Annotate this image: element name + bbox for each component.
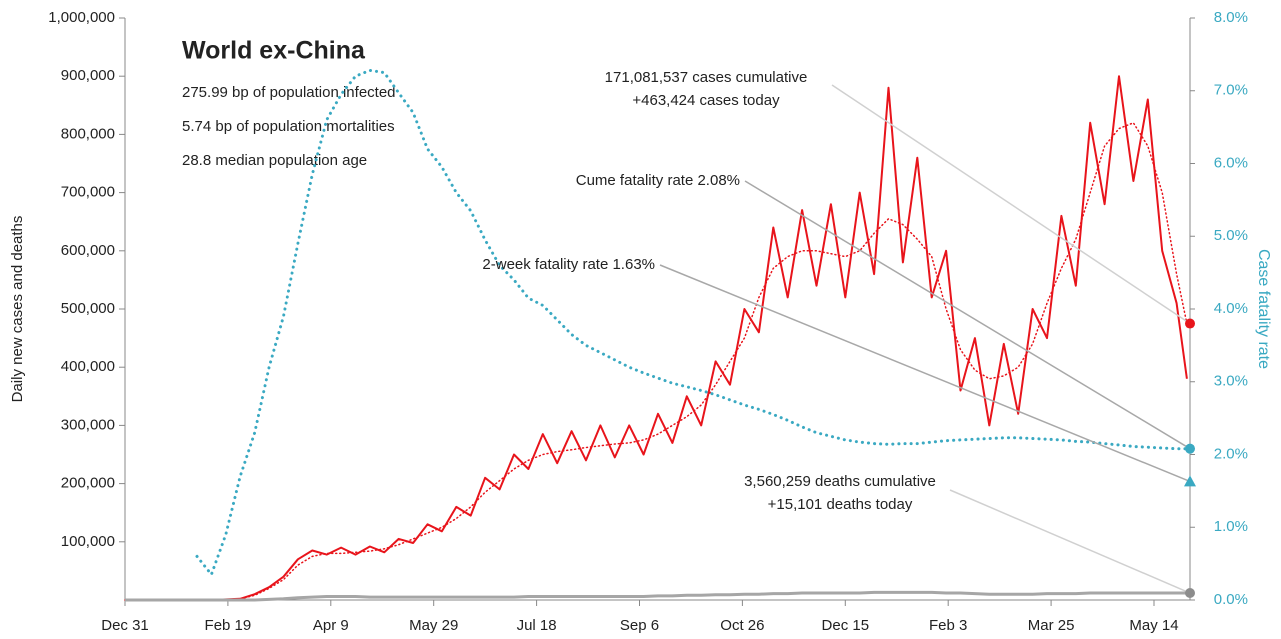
y-tick-label: 600,000 <box>61 242 115 259</box>
y2-tick-label: 3.0% <box>1214 373 1248 390</box>
annotation-leader <box>744 180 1191 450</box>
annotation-leader <box>949 489 1191 594</box>
x-tick-label: Sep 6 <box>620 617 659 634</box>
y2-tick-label: 8.0% <box>1214 9 1248 26</box>
subtitle: 28.8 median population age <box>182 152 367 169</box>
x-tick-label: Mar 25 <box>1028 617 1075 634</box>
annotation-marker <box>1185 443 1195 454</box>
annotation-marker <box>1185 588 1195 599</box>
y-tick-label: 300,000 <box>61 416 115 433</box>
annotation-leader <box>659 264 1191 483</box>
annotation-text: 2-week fatality rate 1.63% <box>482 256 655 273</box>
x-tick-label: Jul 18 <box>517 617 557 634</box>
subtitle: 5.74 bp of population mortalities <box>182 118 395 135</box>
series-line <box>195 68 1189 576</box>
y2-tick-label: 4.0% <box>1214 300 1248 317</box>
y-tick-label: 200,000 <box>61 475 115 492</box>
chart-title: World ex-China <box>182 37 366 65</box>
subtitle: 275.99 bp of population infected <box>182 84 396 101</box>
y2-tick-label: 2.0% <box>1214 445 1248 462</box>
series-line <box>125 590 1187 602</box>
y-tick-label: 900,000 <box>61 67 115 84</box>
y2-tick-label: 7.0% <box>1214 82 1248 99</box>
x-tick-label: May 14 <box>1129 617 1178 634</box>
annotation-text: +463,424 cases today <box>632 92 780 109</box>
series-line <box>125 75 1188 601</box>
y-tick-label: 1,000,000 <box>48 9 115 26</box>
annotation-marker <box>1185 318 1195 329</box>
x-tick-label: Dec 31 <box>101 617 149 634</box>
annotation-text: +15,101 deaths today <box>768 496 913 513</box>
y-tick-label: 700,000 <box>61 184 115 201</box>
annotation-text: 171,081,537 cases cumulative <box>605 69 808 86</box>
x-tick-label: Apr 9 <box>313 617 349 634</box>
x-tick-label: May 29 <box>409 617 458 634</box>
y-tick-label: 400,000 <box>61 358 115 375</box>
y-tick-label: 800,000 <box>61 125 115 142</box>
y2-tick-label: 6.0% <box>1214 154 1248 171</box>
annotation-leader <box>831 84 1191 325</box>
annotation-text: 3,560,259 deaths cumulative <box>744 473 936 490</box>
y2-tick-label: 0.0% <box>1214 591 1248 608</box>
x-tick-label: Feb 19 <box>205 617 252 634</box>
annotation-marker <box>1184 475 1196 487</box>
series-line <box>124 122 1188 601</box>
y-axis-label: Daily new cases and deaths <box>9 216 26 403</box>
y2-tick-label: 5.0% <box>1214 227 1248 244</box>
x-tick-label: Feb 3 <box>929 617 967 634</box>
y-tick-label: 100,000 <box>61 533 115 550</box>
x-tick-label: Dec 15 <box>822 617 870 634</box>
y-tick-label: 500,000 <box>61 300 115 317</box>
y2-tick-label: 1.0% <box>1214 518 1248 535</box>
annotation-text: Cume fatality rate 2.08% <box>576 172 740 189</box>
x-tick-label: Oct 26 <box>720 617 764 634</box>
y2-axis-label: Case fatality rate <box>1255 249 1272 369</box>
